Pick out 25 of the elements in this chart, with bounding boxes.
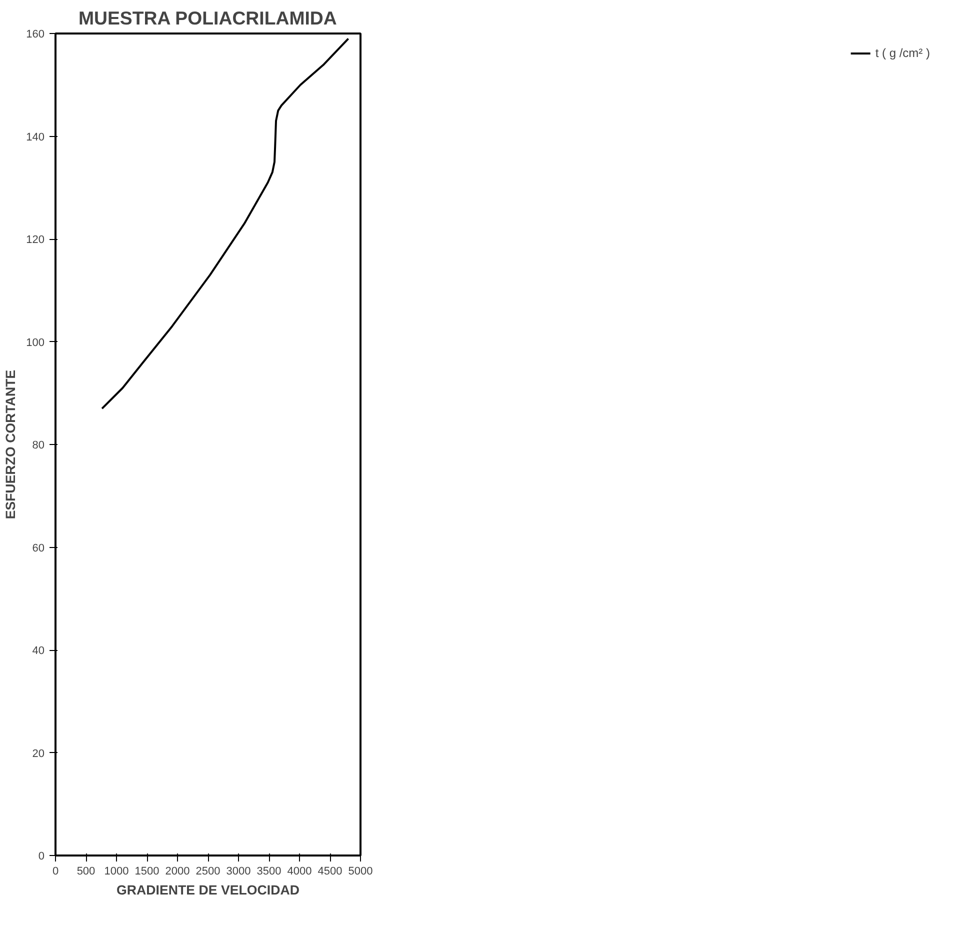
y-axis-title: ESFUERZO CORTANTE	[3, 370, 18, 520]
y-tick-label: 140	[26, 131, 45, 144]
y-tick-label: 100	[26, 336, 45, 349]
x-tick-label: 1500	[134, 866, 160, 878]
x-tick-label: 0	[52, 866, 59, 878]
x-tick-label: 3000	[226, 866, 251, 878]
y-tick-label: 20	[32, 748, 45, 760]
x-tick-label: 3500	[256, 866, 282, 878]
legend-label: t ( g /cm² )	[875, 46, 930, 60]
y-tick-label: 60	[32, 542, 45, 554]
x-tick-label: 4000	[287, 866, 312, 878]
x-tick-label: 2500	[196, 866, 220, 878]
x-tick-label: 2000	[165, 866, 190, 878]
y-tick-label: 160	[26, 28, 45, 40]
line-series	[101, 38, 350, 410]
x-tick-label: 500	[76, 866, 96, 878]
y-tick-label: 120	[26, 234, 45, 246]
y-tick-label: 80	[32, 440, 45, 452]
x-tick-label: 4500	[318, 866, 342, 878]
chart-title: MUESTRA POLIACRILAMIDA	[78, 8, 337, 28]
x-tick-label: 5000	[348, 866, 373, 878]
y-tick-label: 0	[38, 850, 45, 862]
x-axis-title: GRADIENTE DE VELOCIDAD	[116, 882, 300, 898]
y-tick-label: 40	[32, 645, 45, 657]
x-tick-label: 1000	[104, 866, 129, 878]
